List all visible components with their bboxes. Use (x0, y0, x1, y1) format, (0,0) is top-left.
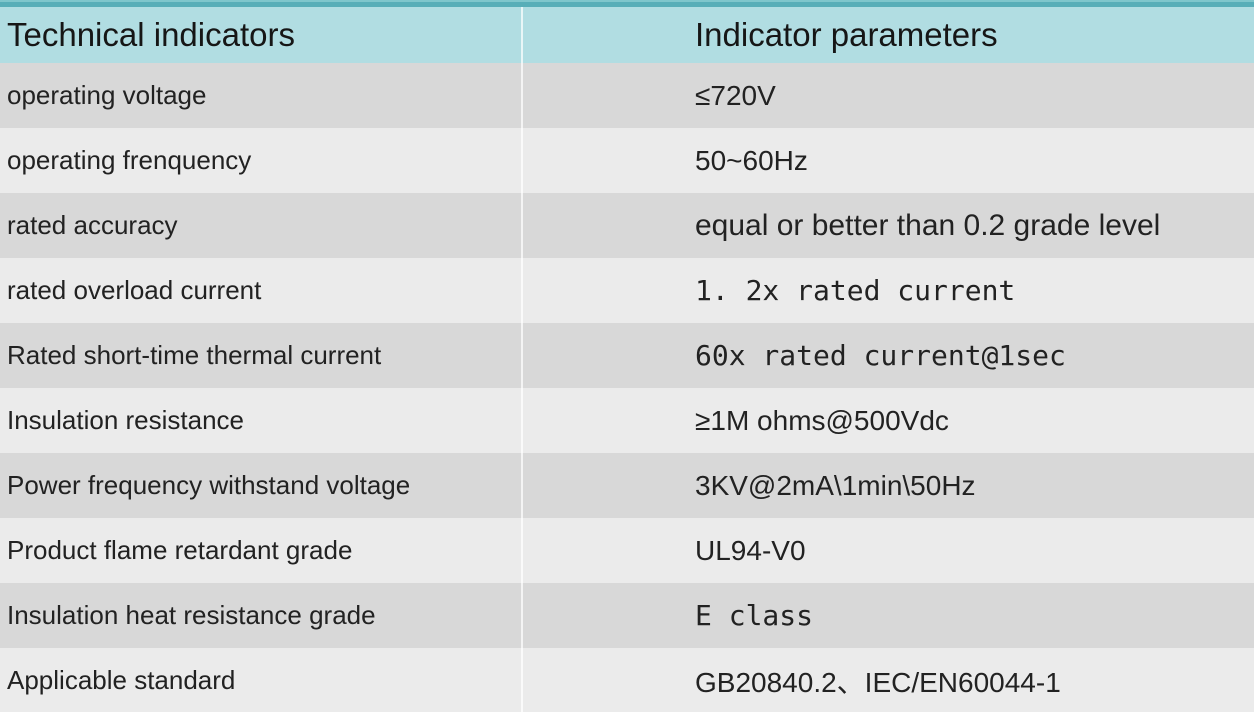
indicator-cell: operating voltage (7, 80, 207, 110)
table-row-insulation-heat-resistance-grade: Insulation heat resistance grade E class (0, 583, 1254, 648)
table-header-row: Technical indicators Indicator parameter… (0, 7, 1254, 63)
indicator-cell: Insulation resistance (7, 405, 245, 435)
parameter-cell: 3KV@2mA\1min\50Hz (695, 469, 976, 501)
table-row-rated-short-time-thermal-current: Rated short-time thermal current 60x rat… (0, 323, 1254, 388)
parameter-cell: E class (695, 599, 814, 632)
parameter-cell: GB20840.2、IEC/EN60044-1 (695, 666, 1061, 698)
column-header-indicator-parameters: Indicator parameters (695, 16, 998, 53)
indicator-cell: rated overload current (7, 275, 262, 305)
table-row-applicable-standard: Applicable standard GB20840.2、IEC/EN6004… (0, 648, 1254, 712)
table-row-insulation-resistance: Insulation resistance ≥1M ohms@500Vdc (0, 388, 1254, 453)
indicator-cell: Power frequency withstand voltage (7, 470, 411, 500)
parameter-cell: ≥1M ohms@500Vdc (695, 404, 949, 436)
parameter-cell: ≤720V (695, 79, 776, 111)
table-row-product-flame-retardant-grade: Product flame retardant grade UL94-V0 (0, 518, 1254, 583)
table-row-rated-overload-current: rated overload current 1. 2x rated curre… (0, 258, 1254, 323)
parameter-cell: UL94-V0 (695, 534, 806, 566)
table-row-operating-frequency: operating frenquency 50~60Hz (0, 128, 1254, 193)
indicator-cell: Applicable standard (7, 665, 236, 695)
table-row-operating-voltage: operating voltage ≤720V (0, 63, 1254, 128)
parameter-cell: 50~60Hz (695, 144, 808, 176)
top-border-light (0, 0, 1254, 2)
table-row-rated-accuracy: rated accuracy equal or better than 0.2 … (0, 193, 1254, 258)
indicator-cell: Rated short-time thermal current (7, 340, 382, 370)
table-row-power-frequency-withstand-voltage: Power frequency withstand voltage 3KV@2m… (0, 453, 1254, 518)
indicator-cell: rated accuracy (7, 210, 178, 240)
parameter-cell: 60x rated current@1sec (695, 339, 1066, 372)
parameter-cell: 1. 2x rated current (695, 274, 1016, 307)
indicator-cell: Insulation heat resistance grade (7, 600, 376, 630)
indicator-cell: Product flame retardant grade (7, 535, 353, 565)
indicator-cell: operating frenquency (7, 145, 252, 175)
column-divider (521, 7, 523, 712)
top-border-dark (0, 2, 1254, 7)
parameter-cell: equal or better than 0.2 grade level (695, 208, 1161, 242)
column-header-technical-indicators: Technical indicators (7, 16, 295, 53)
